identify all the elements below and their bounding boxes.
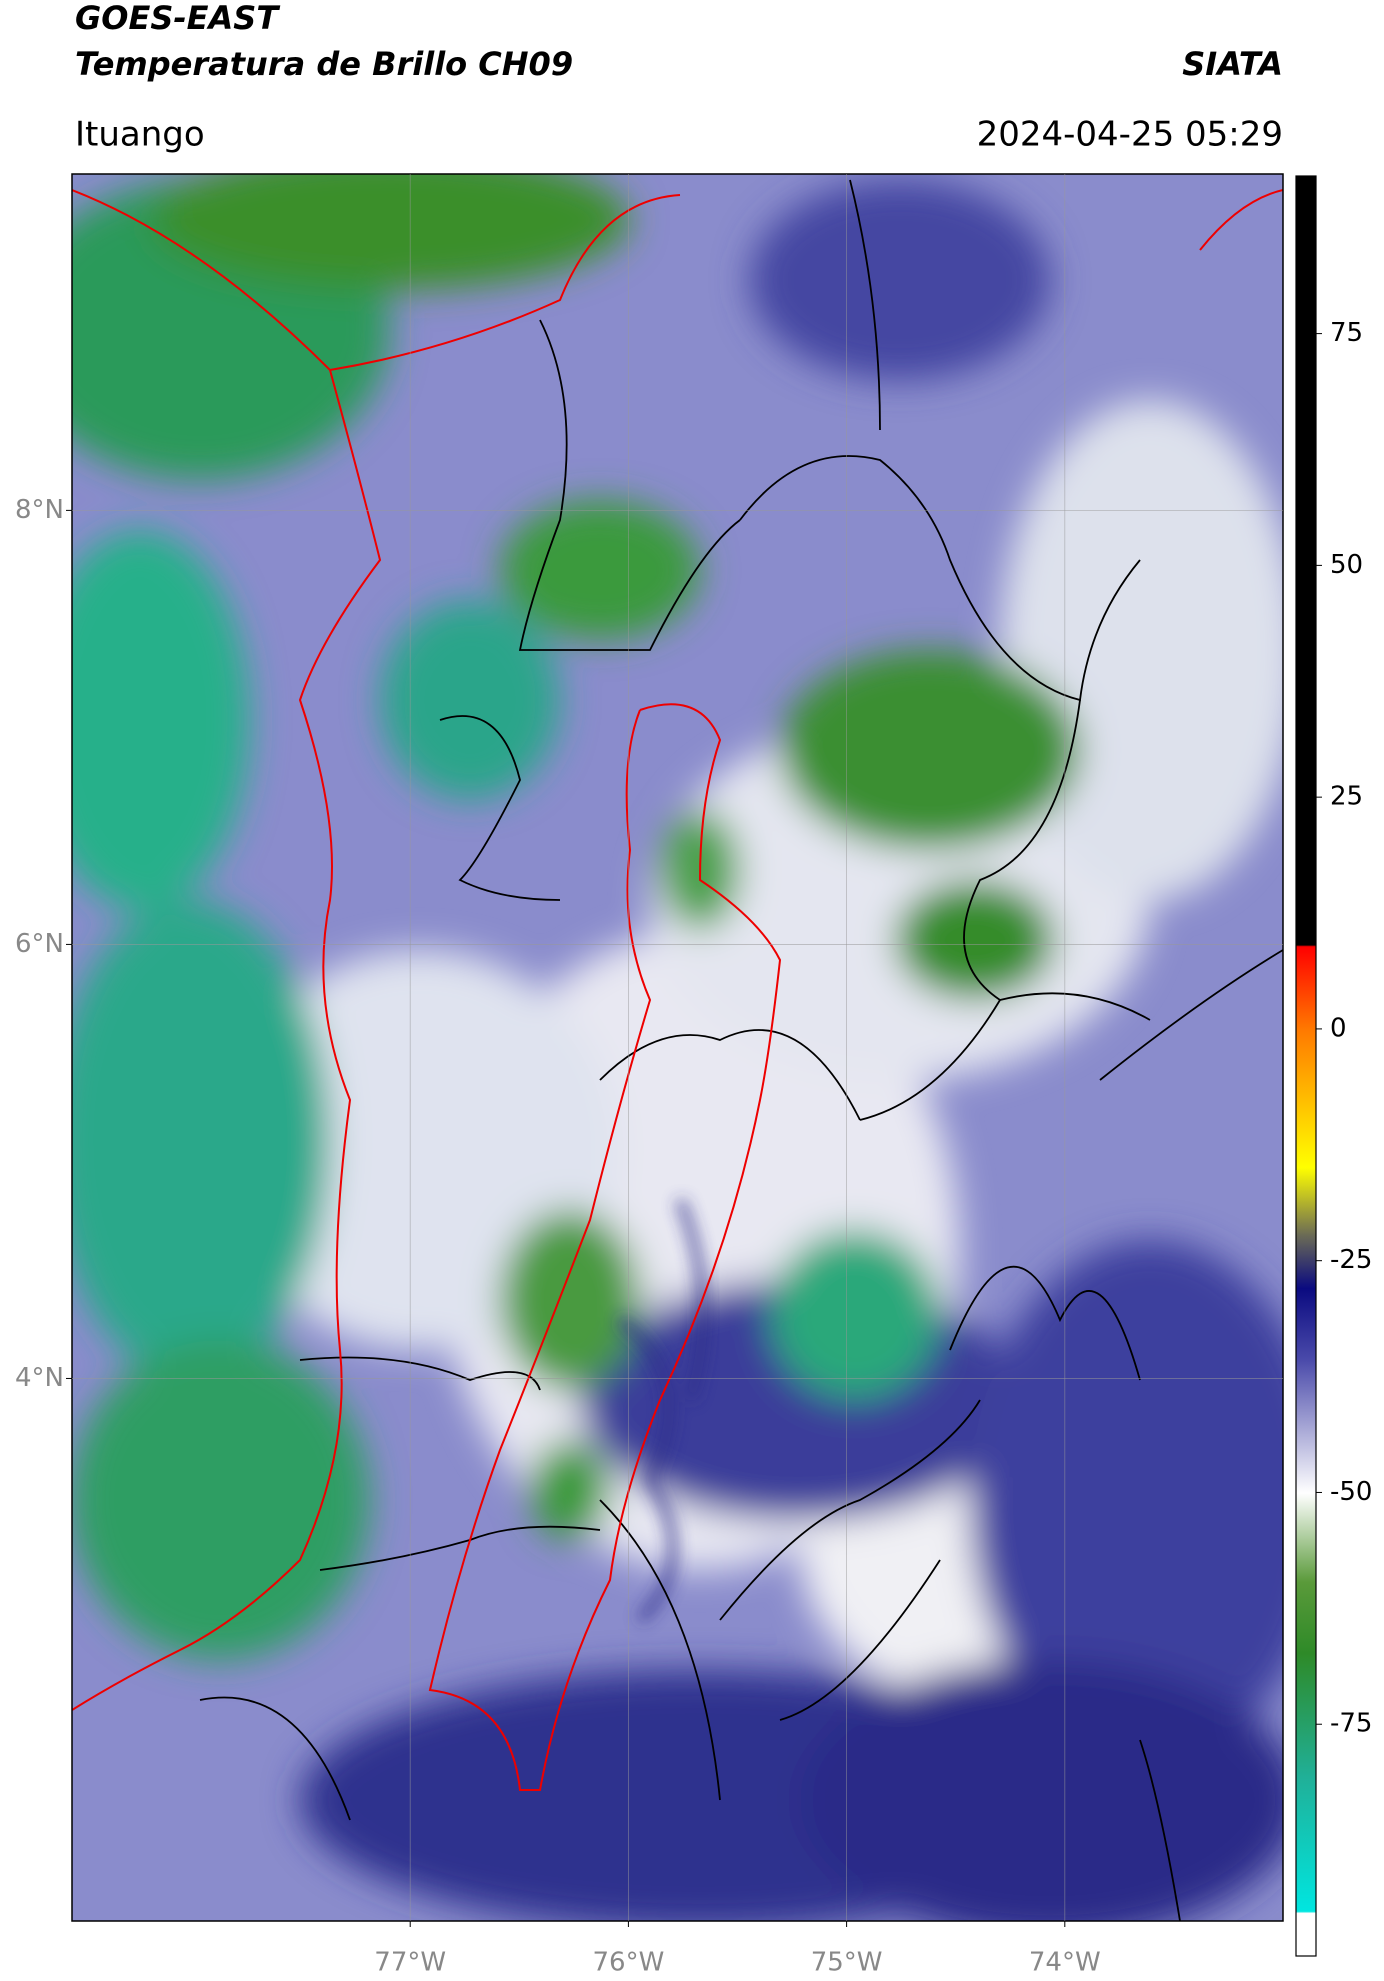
colorbar	[1295, 175, 1317, 1957]
y-tick-label: 8°N	[15, 495, 64, 525]
y-tick-label: 6°N	[15, 929, 64, 959]
colorbar-tick-label: -75	[1330, 1709, 1372, 1739]
timestamp: 2024-04-25 05:29	[977, 115, 1283, 155]
x-tick-label: 76°W	[593, 1948, 665, 1978]
title: GOES-EAST	[75, 0, 280, 37]
colorbar-tick-label: 50	[1330, 550, 1363, 580]
colorbar-tick-label: 25	[1330, 782, 1363, 812]
satellite-image	[72, 174, 1283, 1921]
map-frame	[71, 173, 1284, 1922]
colorbar-tick-label: -50	[1330, 1477, 1372, 1507]
source: SIATA	[1182, 45, 1283, 83]
x-tick-label: 75°W	[811, 1948, 883, 1978]
location: Ituango	[75, 115, 205, 155]
colorbar-tick-label: 0	[1330, 1013, 1347, 1043]
y-tick-label: 4°N	[15, 1363, 64, 1393]
x-tick-label: 77°W	[374, 1948, 446, 1978]
subtitle: Temperatura de Brillo CH09	[75, 45, 573, 83]
colorbar-tick-label: 75	[1330, 318, 1363, 348]
colorbar-tick-label: -25	[1330, 1245, 1372, 1275]
x-tick-label: 74°W	[1029, 1948, 1101, 1978]
